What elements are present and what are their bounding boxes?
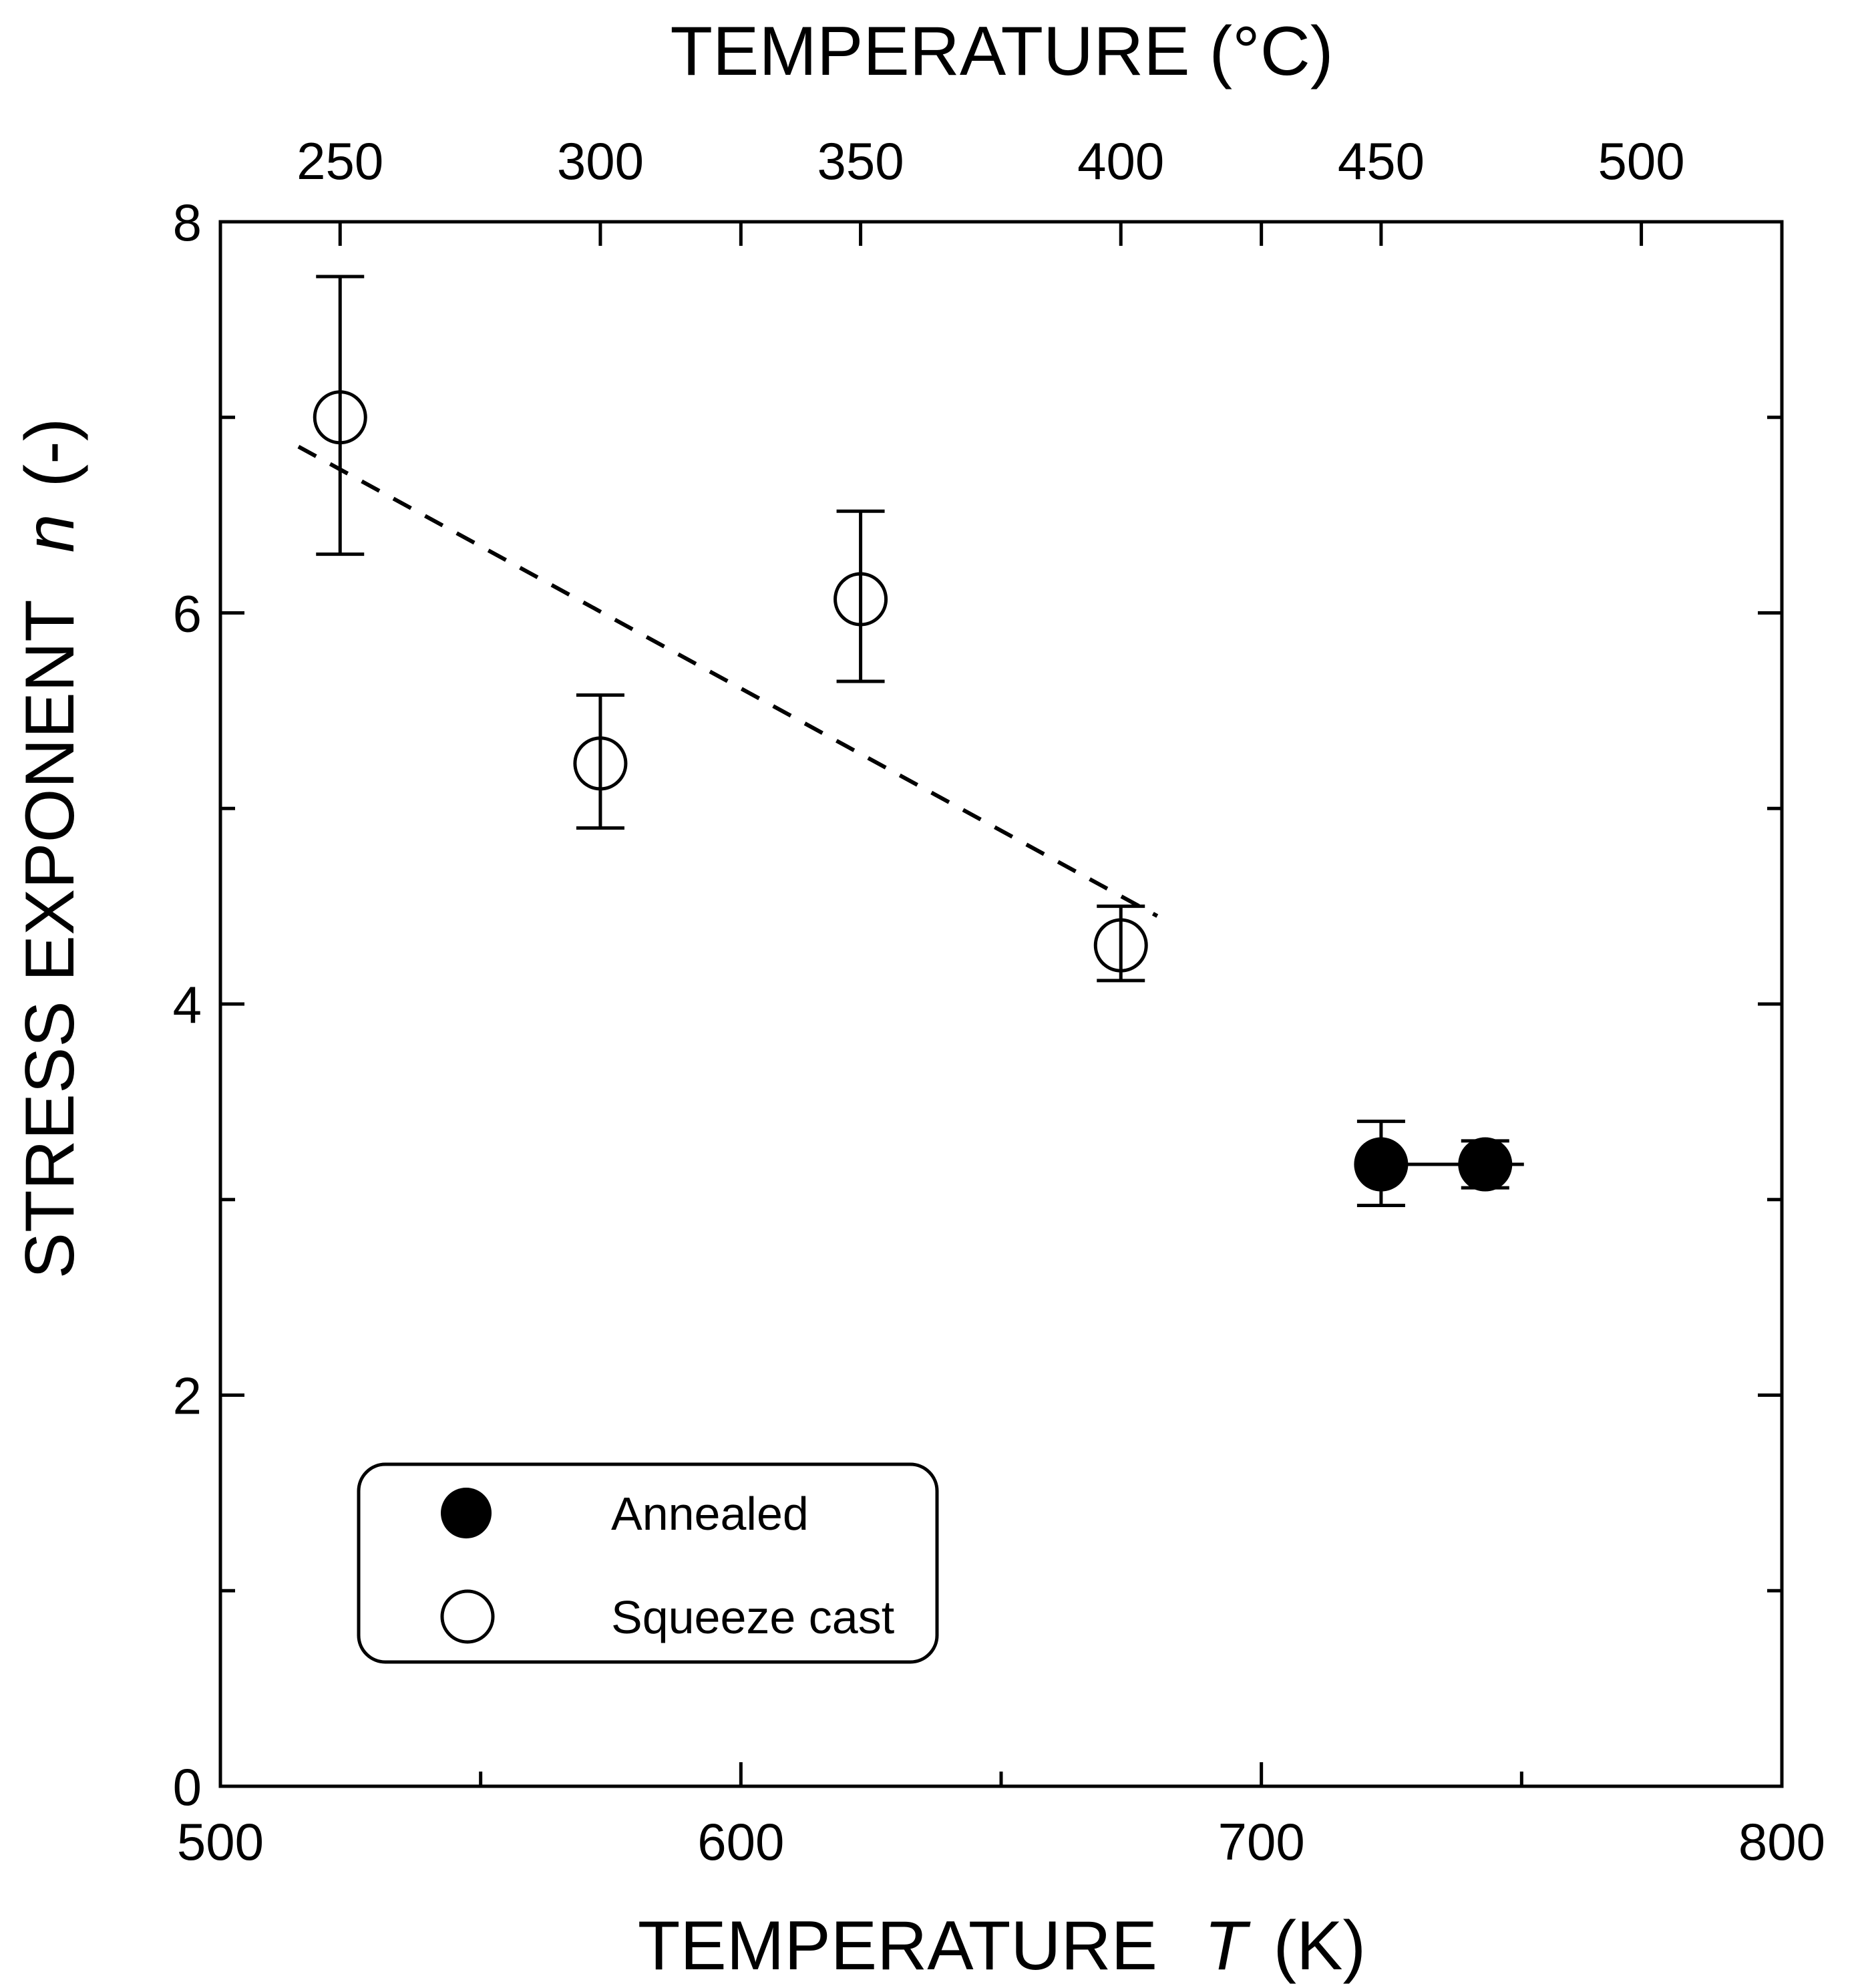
y-tick-label: 2 (173, 1367, 202, 1426)
x2-axis-title: TEMPERATURE (°C) (671, 13, 1334, 90)
data-marks (313, 275, 1524, 1208)
x2-tick-label: 500 (1598, 132, 1685, 190)
y-axis-title-unit: (-) (11, 418, 89, 488)
x2-tick-label: 350 (817, 132, 904, 190)
x2-tick-label: 450 (1338, 132, 1425, 190)
x2-tick-labels: 250 300 350 400 450 500 (297, 132, 1684, 190)
y-axis-title-symbol: n (11, 514, 89, 552)
open-circle-marker (833, 572, 888, 627)
y-axis-title-text: STRESS EXPONENT (11, 599, 89, 1279)
squeeze-cast-point (573, 693, 628, 830)
squeeze-cast-point (833, 509, 888, 683)
x-tick-label: 500 (177, 1812, 264, 1871)
legend-open-circle-icon (440, 1589, 495, 1644)
x2-tick-label: 400 (1077, 132, 1164, 190)
y-tick-label: 6 (173, 585, 202, 643)
trend-line (297, 445, 1159, 918)
open-circle-marker (573, 736, 628, 791)
legend: Annealed Squeeze cast (357, 1462, 939, 1664)
legend-box (357, 1462, 939, 1664)
squeeze-cast-point (1093, 904, 1148, 983)
legend-label-annealed: Annealed (611, 1488, 809, 1540)
x-axis-title-symbol: T (1204, 1907, 1251, 1985)
x2-tick-label: 300 (557, 132, 644, 190)
squeeze-cast-point (313, 275, 367, 556)
annealed-point (1354, 1120, 1409, 1208)
x-axis-title: TEMPERATURE T (K) (638, 1907, 1366, 1985)
annealed-point (1458, 1137, 1513, 1192)
open-circle-marker (313, 390, 367, 445)
x-axis-title-text: TEMPERATURE (638, 1907, 1157, 1985)
y-tick-label: 0 (173, 1758, 202, 1816)
legend-filled-circle-icon (441, 1488, 492, 1538)
y-tick-labels: 0 2 4 6 8 (173, 193, 202, 1816)
y-tick-label: 4 (173, 975, 202, 1034)
axis-ticks (218, 220, 1784, 1788)
legend-label-squeeze-cast: Squeeze cast (611, 1591, 894, 1643)
x-tick-label: 800 (1738, 1812, 1825, 1871)
x-tick-label: 700 (1218, 1812, 1305, 1871)
filled-circle-marker (1458, 1137, 1513, 1192)
x-tick-label: 600 (697, 1812, 784, 1871)
filled-circle-marker (1354, 1137, 1409, 1192)
x-axis-title-unit: (K) (1274, 1907, 1366, 1985)
open-circle-marker (1093, 918, 1148, 973)
y-axis-title: STRESS EXPONENT n (-) (11, 418, 89, 1279)
x2-tick-label: 250 (297, 132, 383, 190)
y-tick-label: 8 (173, 193, 202, 252)
x-tick-labels: 500 600 700 800 (177, 1812, 1825, 1871)
